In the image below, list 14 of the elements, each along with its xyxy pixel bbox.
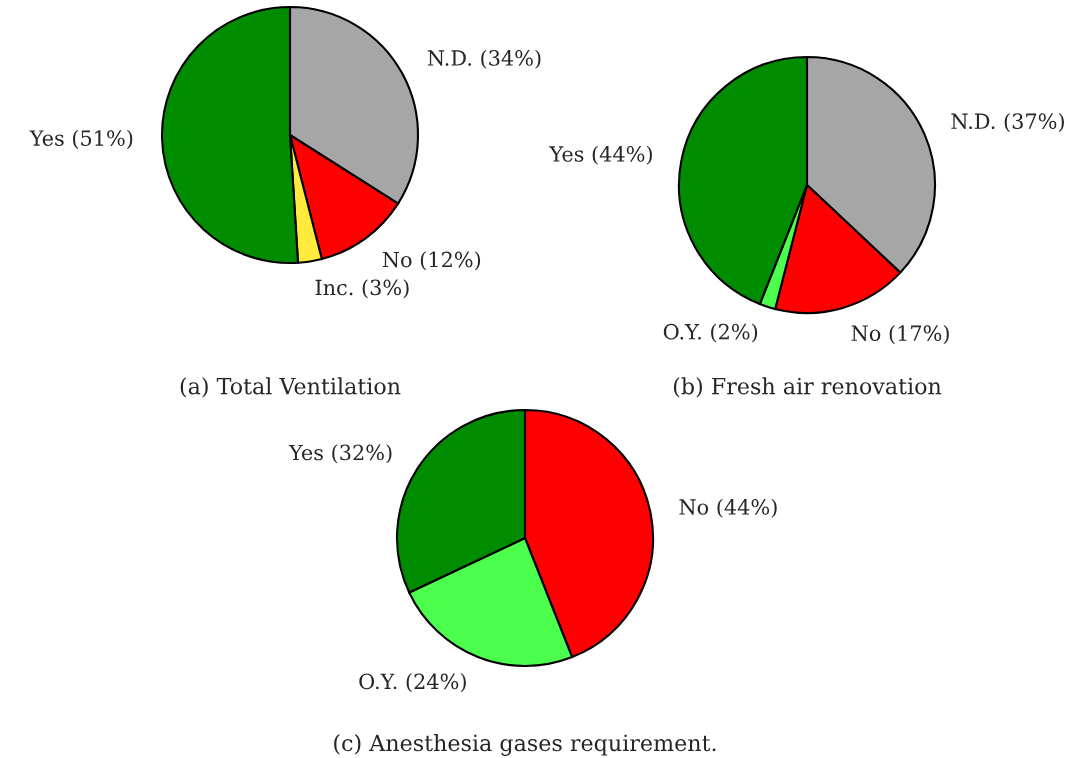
slice-label: Yes (51%) xyxy=(29,129,133,149)
slice-label: N.D. (34%) xyxy=(427,49,541,69)
slice-label: No (12%) xyxy=(382,251,481,271)
slice-label: Yes (44%) xyxy=(549,145,652,165)
slice-label: O.Y. (2%) xyxy=(663,323,758,343)
slice-label: O.Y. (24%) xyxy=(359,673,466,693)
slice-label: No (44%) xyxy=(679,498,777,518)
text: (c) Anesthesia gases requirement. xyxy=(334,734,716,756)
slice-label: N.D. (37%) xyxy=(951,112,1064,132)
slice-label: No (17%) xyxy=(851,324,949,344)
text: (b) Fresh air renovation xyxy=(673,377,942,398)
slice-label: Inc. (3%) xyxy=(315,279,409,299)
slice-label: Yes (32%) xyxy=(288,444,392,464)
text: (a) Total Ventilation xyxy=(180,377,401,398)
